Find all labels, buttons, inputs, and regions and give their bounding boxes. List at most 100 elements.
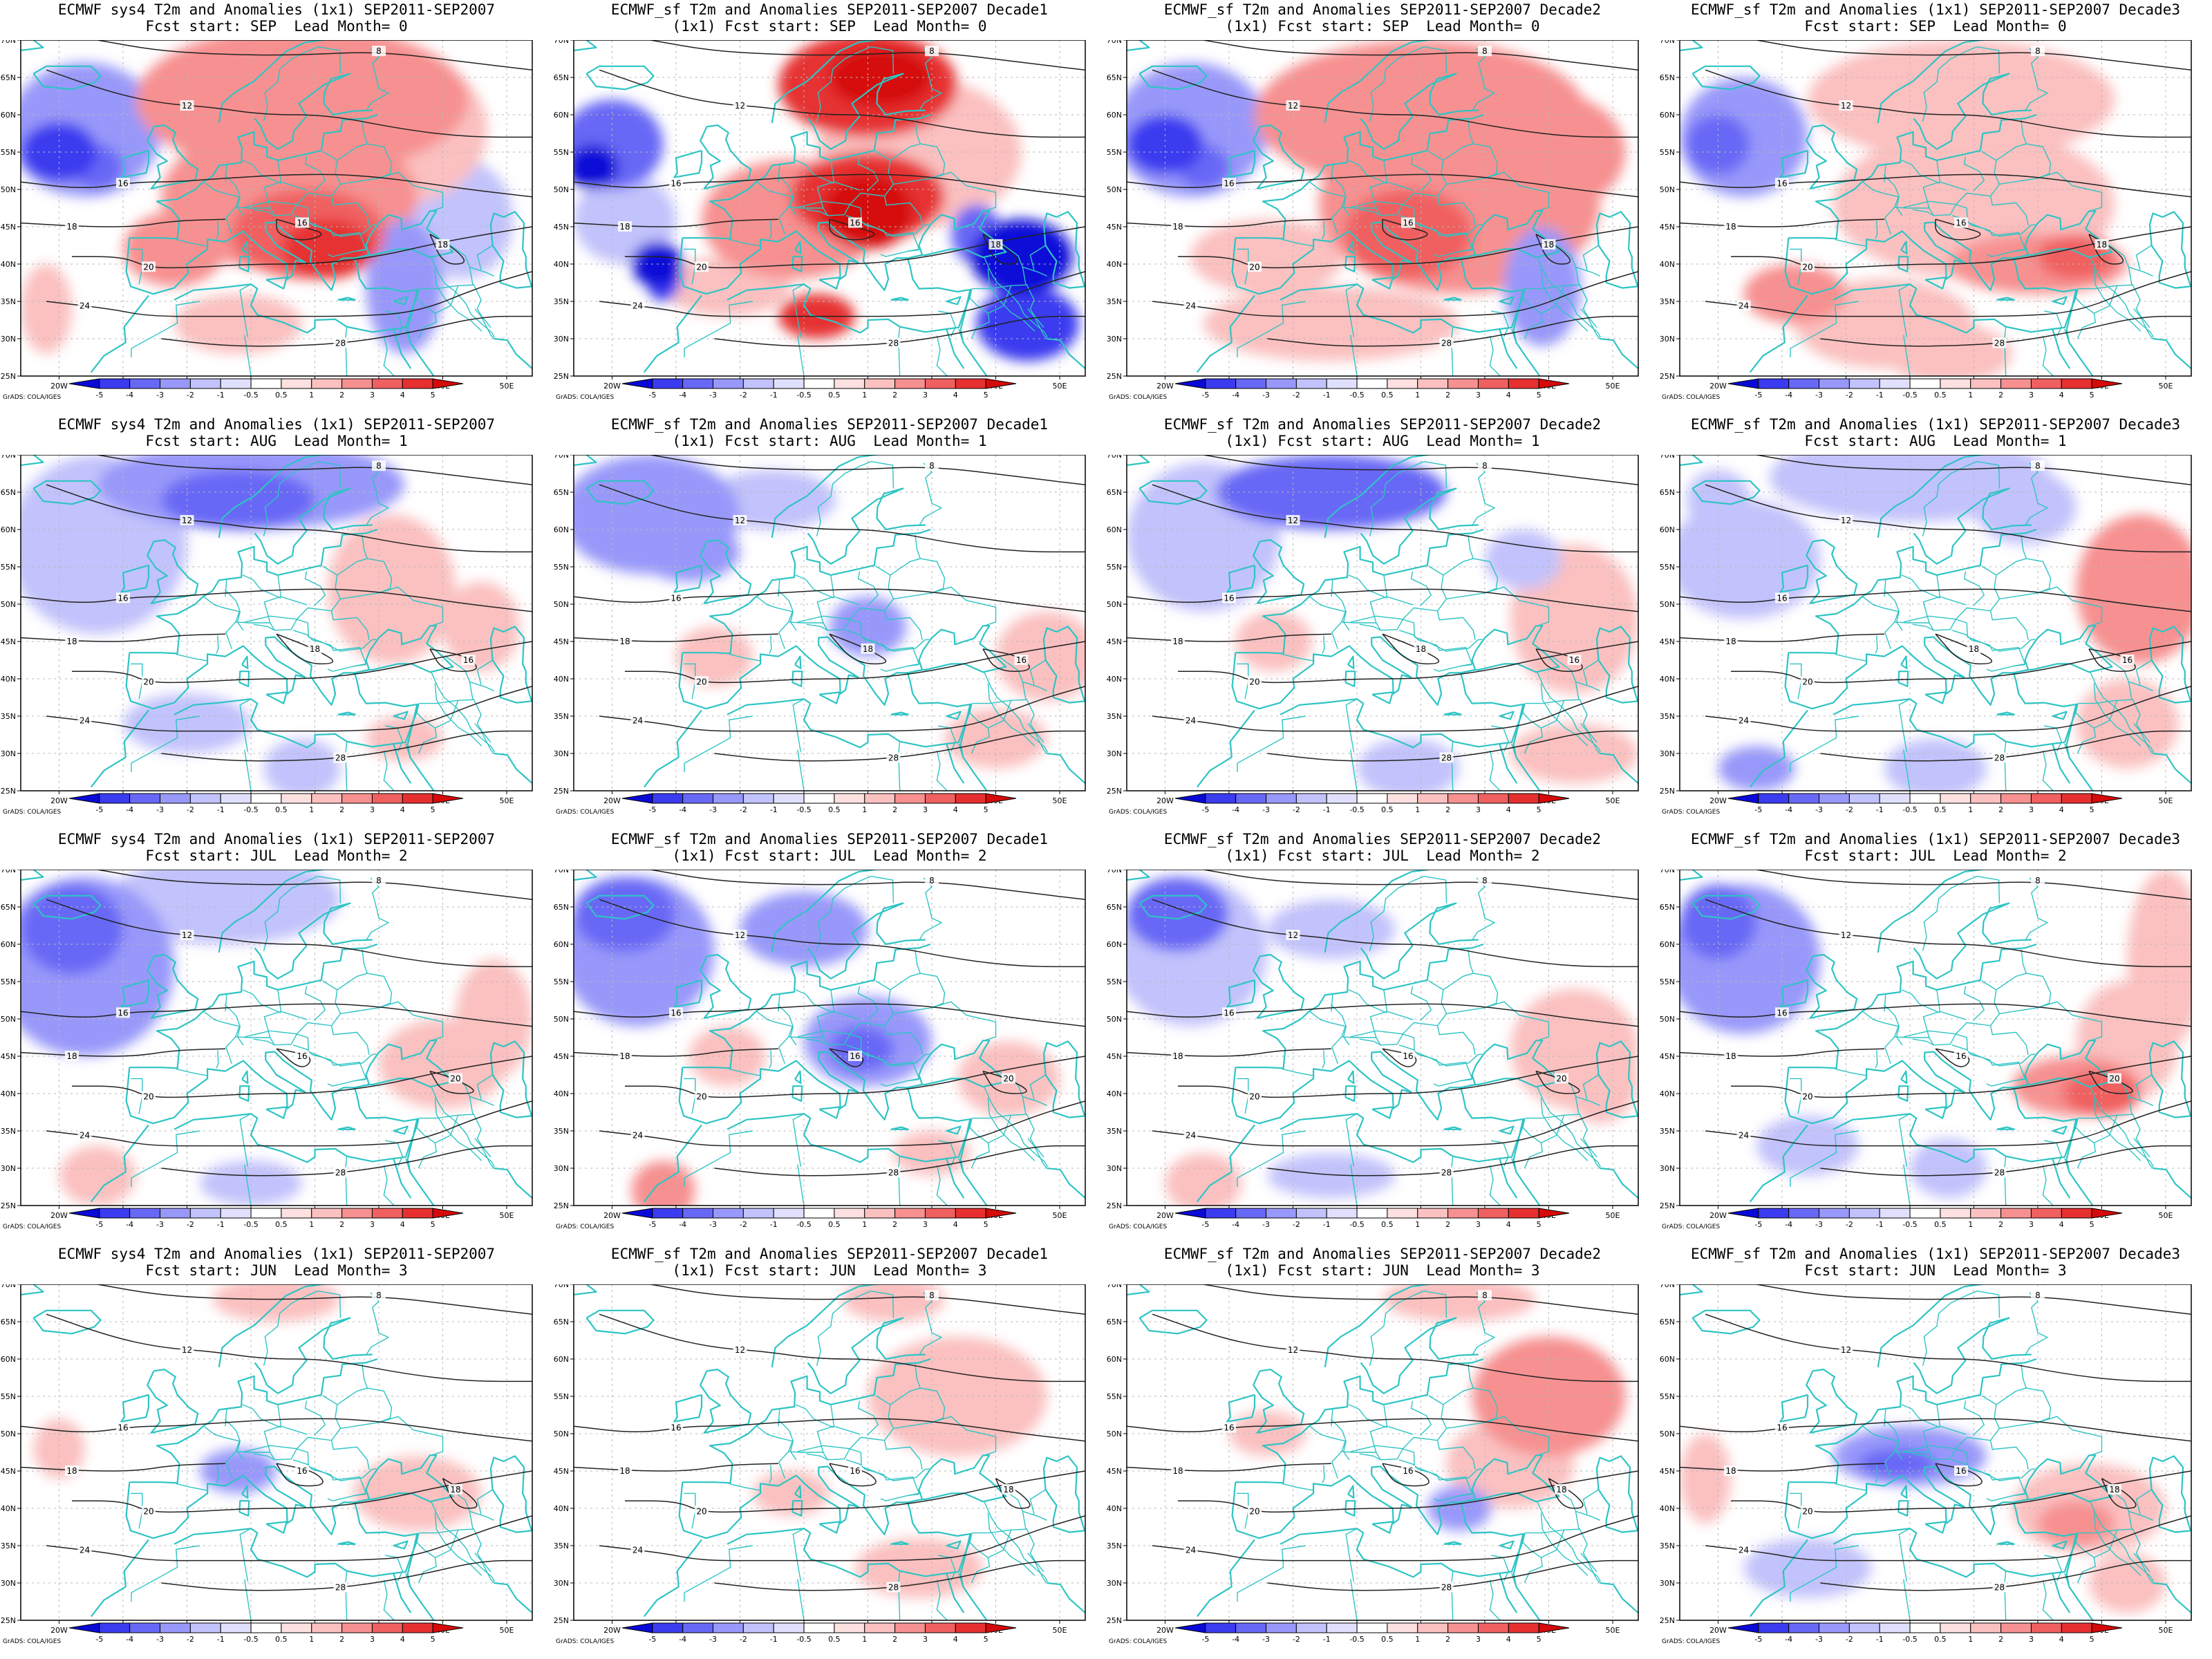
colorbar-label: 2 [339, 1635, 344, 1644]
colorbar-swatch [220, 1208, 252, 1219]
temperature-contour [1152, 1313, 1638, 1382]
colorbar-label: -2 [1846, 1635, 1853, 1644]
country-border [1525, 655, 1580, 704]
country-border [1912, 1038, 1934, 1046]
country-border [473, 698, 491, 743]
colorbar-swatch [250, 1208, 282, 1219]
coastline [125, 636, 370, 710]
river [216, 635, 219, 654]
country-border [972, 1484, 1027, 1534]
country-border [1912, 624, 1934, 631]
colorbar-label: -1 [1323, 805, 1331, 814]
lon-tick-label: 20W [1709, 382, 1727, 391]
country-border [1894, 607, 2029, 640]
country-border [1460, 1078, 1472, 1082]
colorbar-label: -5 [95, 1220, 103, 1229]
cold-anomaly-region [263, 738, 341, 791]
temperature-contour [829, 1048, 864, 1067]
coastline [1226, 564, 1256, 593]
country-border [1903, 335, 1911, 376]
river [938, 310, 956, 337]
country-border [1345, 698, 1358, 752]
river [1350, 1030, 1483, 1067]
coastline [2065, 1533, 2094, 1620]
country-border [918, 877, 943, 941]
lon-tick-label: 20W [50, 1211, 68, 1220]
contour-label-bg [1992, 1582, 2007, 1593]
lon-tick-label: 50E [1053, 1626, 1067, 1635]
contour-label: 16 [1777, 1008, 1787, 1018]
colorbar-label: -2 [1846, 805, 1853, 814]
river [304, 986, 326, 1021]
contour-label-bg [848, 217, 862, 228]
colorbar-swatch [1477, 793, 1509, 804]
colorbar-label: -1 [217, 1635, 225, 1644]
country-border [1580, 1553, 1601, 1584]
colorbar-label: 0.5 [275, 805, 288, 814]
lat-tick-label: 35N [1107, 1541, 1122, 1550]
contour-label-bg [1567, 655, 1582, 665]
colorbar-swatch [1417, 793, 1449, 804]
country-border [972, 1069, 1027, 1119]
contour-label: 18 [619, 222, 630, 232]
coastline [890, 711, 909, 715]
panel-title-line2: Fcst start: JUL Lead Month= 2 [1804, 847, 2067, 864]
coastline [1324, 40, 1492, 124]
colorbar-label: 3 [370, 391, 375, 400]
coastline [32, 65, 102, 91]
lat-tick-label: 65N [1660, 1318, 1675, 1327]
country-border [816, 880, 861, 951]
coastline [1779, 564, 1809, 593]
colorbar-label: 4 [1506, 805, 1511, 814]
temperature-contour [1152, 1515, 1638, 1562]
country-border [1473, 973, 1499, 1009]
temperature-contour [46, 1313, 532, 1382]
coastline [2013, 625, 2113, 674]
colorbar-swatch [955, 378, 986, 389]
colorbar-swatch [1417, 1622, 1449, 1633]
country-border [1922, 1011, 1967, 1038]
country-border [1309, 1011, 1347, 1065]
country-border [476, 1489, 493, 1515]
colorbar-label: 4 [1506, 391, 1511, 400]
contour-label: 16 [463, 655, 474, 665]
colorbar-swatch [682, 1208, 714, 1219]
coastline [1512, 1533, 1541, 1620]
country-border [1026, 1528, 1044, 1573]
colorbar-label: -0.5 [796, 1220, 811, 1229]
coastline [1443, 1541, 1462, 1545]
country-border [263, 1295, 308, 1366]
country-border [1345, 1528, 1358, 1582]
country-border [729, 1483, 761, 1491]
colorbar-swatch [1727, 793, 1759, 804]
contour-label-bg [618, 1465, 632, 1476]
coastline [241, 1485, 249, 1499]
contour-label-bg [1183, 715, 1198, 726]
temperature-contour [72, 1056, 532, 1098]
coastline [1877, 1284, 2045, 1368]
contour-label-bg [1992, 752, 2007, 763]
colorbar-swatch [985, 1622, 1017, 1633]
anomaly-map: 1216182024288181670N65N60N55N50N45N40N35… [554, 455, 1086, 805]
temperature-contour [1756, 1284, 2191, 1315]
contour-label: 28 [335, 753, 346, 762]
map-frame [573, 455, 1086, 791]
lon-tick-label: 20W [1156, 1626, 1174, 1635]
coastline [1806, 954, 1858, 1019]
warm-anomaly-region [1743, 264, 1846, 324]
contour-label: 28 [1441, 753, 1452, 762]
colorbar-swatch [1235, 1622, 1267, 1633]
river [434, 683, 482, 747]
temperature-contour [1127, 174, 1638, 198]
temperature-contour [46, 271, 532, 317]
contour-label-bg [886, 1582, 901, 1593]
colorbar-label: 0.5 [828, 805, 841, 814]
lat-tick-label: 45N [554, 1467, 569, 1476]
lat-tick-label: 25N [554, 1201, 569, 1210]
river [434, 268, 482, 332]
warm-anomaly-region [995, 611, 1085, 702]
country-border [1582, 659, 1599, 685]
country-border [1437, 1002, 1447, 1027]
contour-label: 16 [671, 1008, 681, 1018]
river [383, 1165, 395, 1206]
